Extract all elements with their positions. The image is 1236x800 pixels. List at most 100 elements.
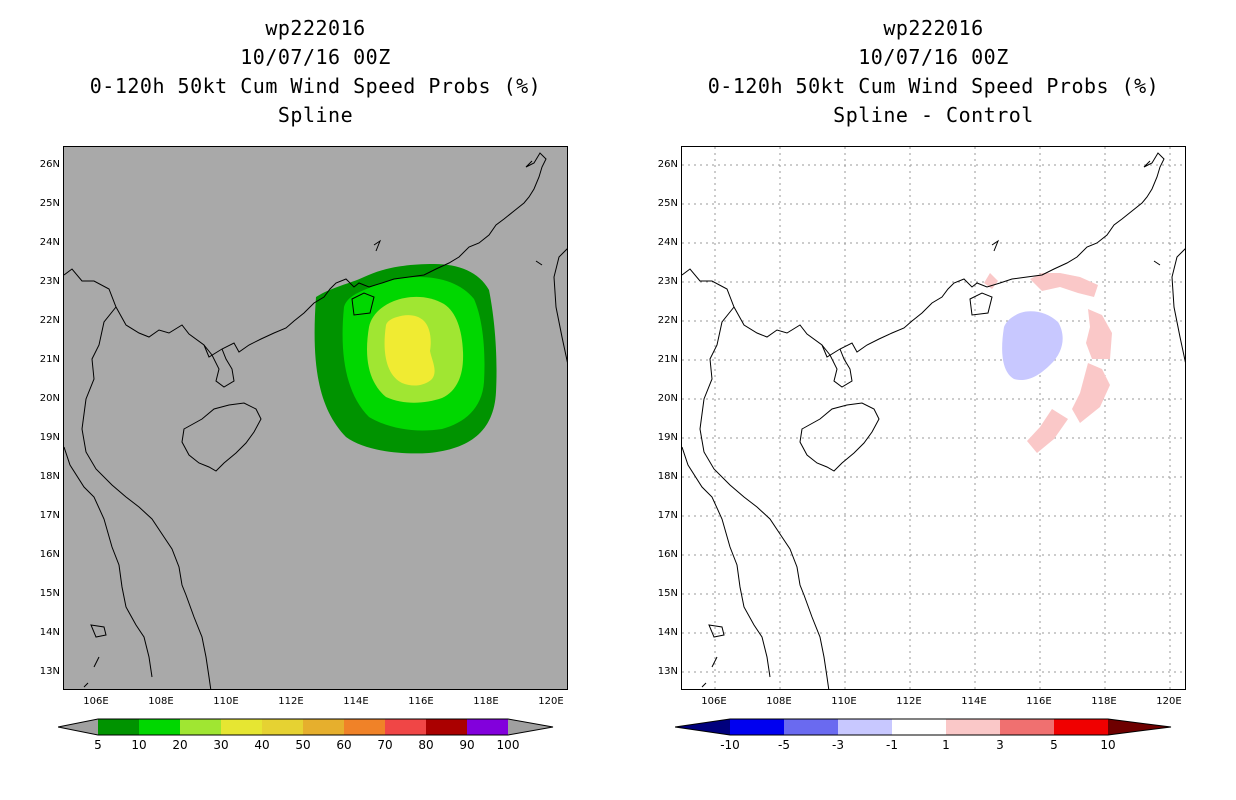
- colorbar-label: 5: [94, 738, 102, 752]
- probability-shading: [314, 264, 497, 454]
- lat-label: 24N: [39, 237, 60, 248]
- gulf-islands: [701, 624, 725, 688]
- lat-label: 17N: [657, 510, 678, 521]
- lat-label: 23N: [657, 276, 678, 287]
- positive-diff-region-5: [1027, 409, 1068, 453]
- vietnam-inner-coast: [682, 446, 771, 678]
- colorbar-label: -5: [778, 738, 790, 752]
- taiwan-islet: [991, 239, 1161, 266]
- colorbar-label: 60: [336, 738, 352, 752]
- lon-label: 108E: [148, 696, 174, 707]
- method-label: Spline - Control: [833, 103, 1034, 127]
- pearl-river-estuary: [351, 292, 375, 316]
- taiwan-islet: [373, 239, 543, 266]
- colorbar-label: 90: [459, 738, 475, 752]
- lon-label: 116E: [1026, 696, 1052, 707]
- lat-label: 21N: [39, 354, 60, 365]
- south-china-coast: [682, 152, 1165, 358]
- lon-label: 112E: [278, 696, 304, 707]
- colorbar-low-end-arrow: [675, 719, 730, 735]
- left-colorbar: [58, 718, 554, 736]
- vietnam-inner-coast: [64, 446, 153, 678]
- positive-diff-region-4: [1072, 363, 1110, 423]
- lat-label: 24N: [657, 237, 678, 248]
- lat-label: 20N: [657, 393, 678, 404]
- colorbar-label: 80: [418, 738, 434, 752]
- colorbar-high-end-arrow: [1108, 719, 1171, 735]
- grid-lines: [682, 147, 1185, 689]
- lat-label: 18N: [39, 471, 60, 482]
- luzon-coast: [1171, 248, 1185, 363]
- lon-label: 120E: [1156, 696, 1182, 707]
- lat-label: 25N: [39, 198, 60, 209]
- lat-label: 16N: [39, 549, 60, 560]
- lon-label: 110E: [213, 696, 239, 707]
- lon-label: 106E: [701, 696, 727, 707]
- colorbar-outline: [675, 718, 1172, 736]
- leizhou-peninsula: [203, 344, 235, 388]
- lon-label: 108E: [766, 696, 792, 707]
- colorbar-high-end-arrow: [508, 719, 553, 735]
- lon-label: 114E: [343, 696, 369, 707]
- colorbar-bin: [892, 719, 946, 735]
- colorbar-label: 1: [942, 738, 950, 752]
- hainan-island: [181, 402, 262, 472]
- lon-label: 118E: [1091, 696, 1117, 707]
- product-title: 0-120h 50kt Cum Wind Speed Probs (%): [89, 74, 542, 98]
- forecast-time: 10/07/16 00Z: [240, 45, 391, 69]
- leizhou-peninsula: [821, 344, 853, 388]
- colorbar-label: 5: [1050, 738, 1058, 752]
- lat-label: 22N: [39, 315, 60, 326]
- lat-label: 15N: [657, 588, 678, 599]
- lon-label: 116E: [408, 696, 434, 707]
- product-title: 0-120h 50kt Cum Wind Speed Probs (%): [707, 74, 1160, 98]
- lat-label: 16N: [657, 549, 678, 560]
- colorbar-low-end-arrow: [58, 719, 98, 735]
- right-colorbar: [675, 718, 1172, 736]
- method-label: Spline: [277, 103, 354, 127]
- colorbar-label: 20: [172, 738, 188, 752]
- right-map-panel: [681, 146, 1186, 690]
- south-china-coast: [64, 152, 547, 358]
- lat-label: 25N: [657, 198, 678, 209]
- luzon-coast: [553, 248, 567, 363]
- colorbar-label: 3: [996, 738, 1004, 752]
- left-map-panel: [63, 146, 568, 690]
- left-panel-title: wp222016 10/07/16 00Z 0-120h 50kt Cum Wi…: [63, 14, 568, 130]
- lat-label: 22N: [657, 315, 678, 326]
- colorbar-bin: [426, 719, 467, 735]
- coastlines: [64, 152, 567, 689]
- gulf-of-tonkin-coast: [699, 306, 830, 689]
- colorbar-bin: [838, 719, 892, 735]
- colorbar-bin: [946, 719, 1000, 735]
- lat-label: 18N: [657, 471, 678, 482]
- colorbar-bin: [180, 719, 221, 735]
- lat-label: 19N: [657, 432, 678, 443]
- lat-label: 14N: [657, 627, 678, 638]
- prob-30-40-region: [384, 315, 435, 386]
- gulf-islands: [83, 624, 107, 688]
- colorbar-bin: [784, 719, 838, 735]
- lon-label: 114E: [961, 696, 987, 707]
- lon-label: 120E: [538, 696, 564, 707]
- lat-label: 17N: [39, 510, 60, 521]
- colorbar-bin: [1054, 719, 1108, 735]
- lon-label: 110E: [831, 696, 857, 707]
- storm-id: wp222016: [883, 16, 984, 40]
- colorbar-bin: [139, 719, 180, 735]
- lat-label: 13N: [39, 666, 60, 677]
- lon-label: 112E: [896, 696, 922, 707]
- colorbar-bin: [98, 719, 139, 735]
- colorbar-label: 10: [1100, 738, 1116, 752]
- left-map-canvas: [64, 152, 567, 689]
- positive-diff-region-1: [1030, 273, 1098, 297]
- colorbar-label: -10: [720, 738, 740, 752]
- colorbar-bin: [1000, 719, 1054, 735]
- lat-label: 14N: [39, 627, 60, 638]
- colorbar-label: 100: [496, 738, 520, 752]
- colorbar-label: 40: [254, 738, 270, 752]
- colorbar-bin: [344, 719, 385, 735]
- colorbar-bin: [467, 719, 508, 735]
- hainan-island: [799, 402, 880, 472]
- difference-shading: [984, 273, 1112, 453]
